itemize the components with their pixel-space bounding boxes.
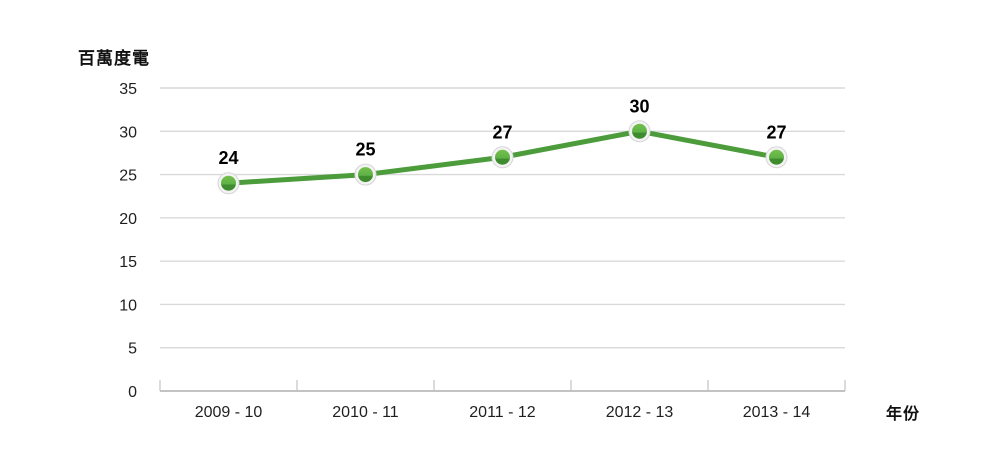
y-tick-label-5: 5	[128, 341, 137, 358]
data-label-4: 30	[629, 96, 649, 116]
data-point-marker-4	[632, 123, 647, 139]
x-category-label-4: 2012 - 13	[606, 404, 674, 421]
data-point-marker-1	[221, 175, 236, 191]
x-category-label-3: 2011 - 12	[469, 404, 536, 421]
y-tick-label-20: 20	[119, 211, 137, 228]
x-axis-title: 年份	[886, 406, 921, 423]
data-label-3: 27	[492, 122, 512, 142]
x-category-label-1: 2009 - 10	[195, 404, 263, 421]
y-tick-label-10: 10	[119, 297, 137, 314]
y-tick-label-25: 25	[119, 168, 137, 185]
y-tick-label-30: 30	[119, 124, 137, 141]
data-label-5: 27	[766, 122, 786, 142]
y-tick-label-0: 0	[128, 384, 137, 401]
y-axis-title: 百萬度電	[78, 49, 150, 68]
data-point-marker-5	[769, 149, 784, 165]
y-tick-label-35: 35	[119, 81, 137, 98]
data-label-1: 24	[218, 148, 238, 168]
data-point-marker-2	[358, 167, 373, 183]
data-label-2: 25	[355, 140, 375, 160]
y-tick-label-15: 15	[119, 254, 137, 271]
data-point-marker-3	[495, 149, 510, 165]
x-category-label-2: 2010 - 11	[332, 404, 399, 421]
x-category-label-5: 2013 - 14	[743, 404, 811, 421]
